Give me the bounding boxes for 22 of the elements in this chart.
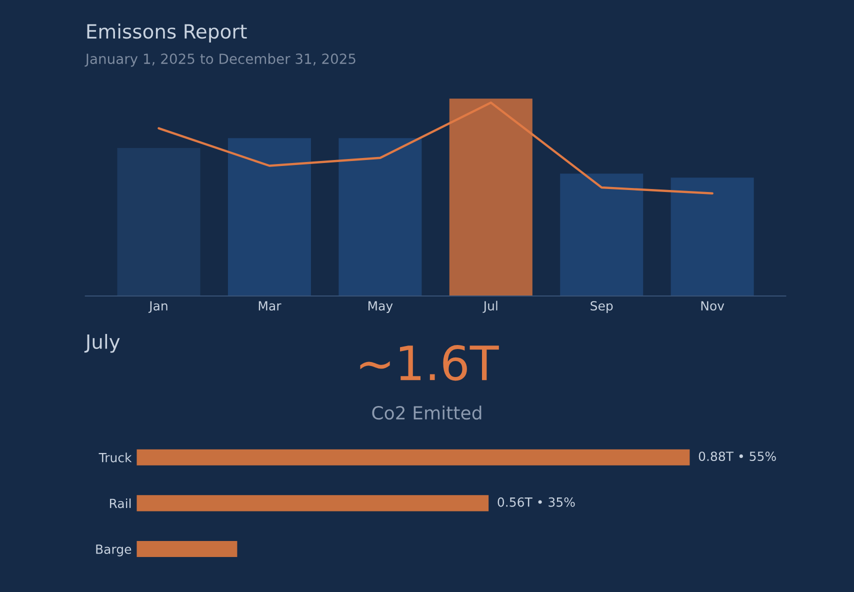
y-tick-label: Rail (110, 498, 131, 508)
bar (670, 178, 754, 296)
bar (449, 98, 532, 296)
chart-title: Emissons Report (87, 24, 247, 42)
data-label: 0.88T • 55% (698, 452, 776, 462)
y-tick-label: Truck (98, 452, 132, 462)
x-tick-label: May (368, 301, 393, 313)
bar (117, 148, 200, 296)
data-label: 0.56T • 35% (498, 497, 575, 507)
x-tick-label: Sep (590, 301, 613, 313)
bar (338, 138, 422, 296)
chart-subtitle: January 1, 2025 to December 31, 2025 (84, 53, 356, 67)
text: Co2 Emitted (372, 406, 482, 420)
y-tick-label: Barge (96, 544, 132, 556)
bar (228, 138, 311, 296)
x-tick-label: Jul (482, 300, 498, 313)
text: July (84, 334, 120, 353)
text: ~1.6T (360, 345, 499, 381)
x-tick-label: Jan (148, 301, 168, 313)
x-tick-label: Mar (258, 301, 282, 311)
bar (560, 174, 644, 296)
x-tick-label: Nov (701, 301, 724, 311)
